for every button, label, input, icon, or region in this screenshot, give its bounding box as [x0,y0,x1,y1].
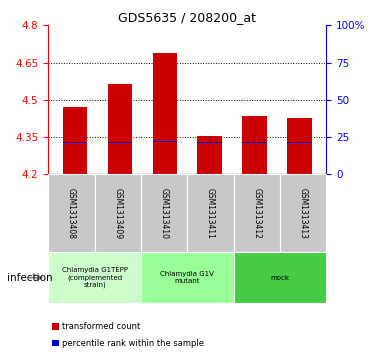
Bar [152,141,177,143]
Text: GSM1313411: GSM1313411 [206,188,215,239]
Bar [287,142,312,143]
Text: transformed count: transformed count [62,322,141,331]
Text: GSM1313408: GSM1313408 [67,188,76,239]
Bar [197,136,222,174]
Bar [108,142,132,143]
Bar [287,118,312,174]
Bar [63,107,88,174]
Text: GSM1313412: GSM1313412 [252,188,262,239]
Bar [197,142,222,143]
Bar [242,142,267,143]
Text: infection: infection [7,273,53,283]
Bar [108,84,132,174]
Title: GDS5635 / 208200_at: GDS5635 / 208200_at [118,11,256,24]
Text: Chlamydia G1V
mutant: Chlamydia G1V mutant [160,271,214,284]
Text: GSM1313410: GSM1313410 [160,188,169,239]
Text: percentile rank within the sample: percentile rank within the sample [62,339,204,347]
Text: mock: mock [270,275,290,281]
Text: Chlamydia G1TEPP
(complemented
strain): Chlamydia G1TEPP (complemented strain) [62,267,128,288]
Bar [63,142,88,143]
Bar [152,53,177,174]
Bar [242,116,267,174]
Text: GSM1313409: GSM1313409 [113,188,122,239]
Text: GSM1313413: GSM1313413 [299,188,308,239]
